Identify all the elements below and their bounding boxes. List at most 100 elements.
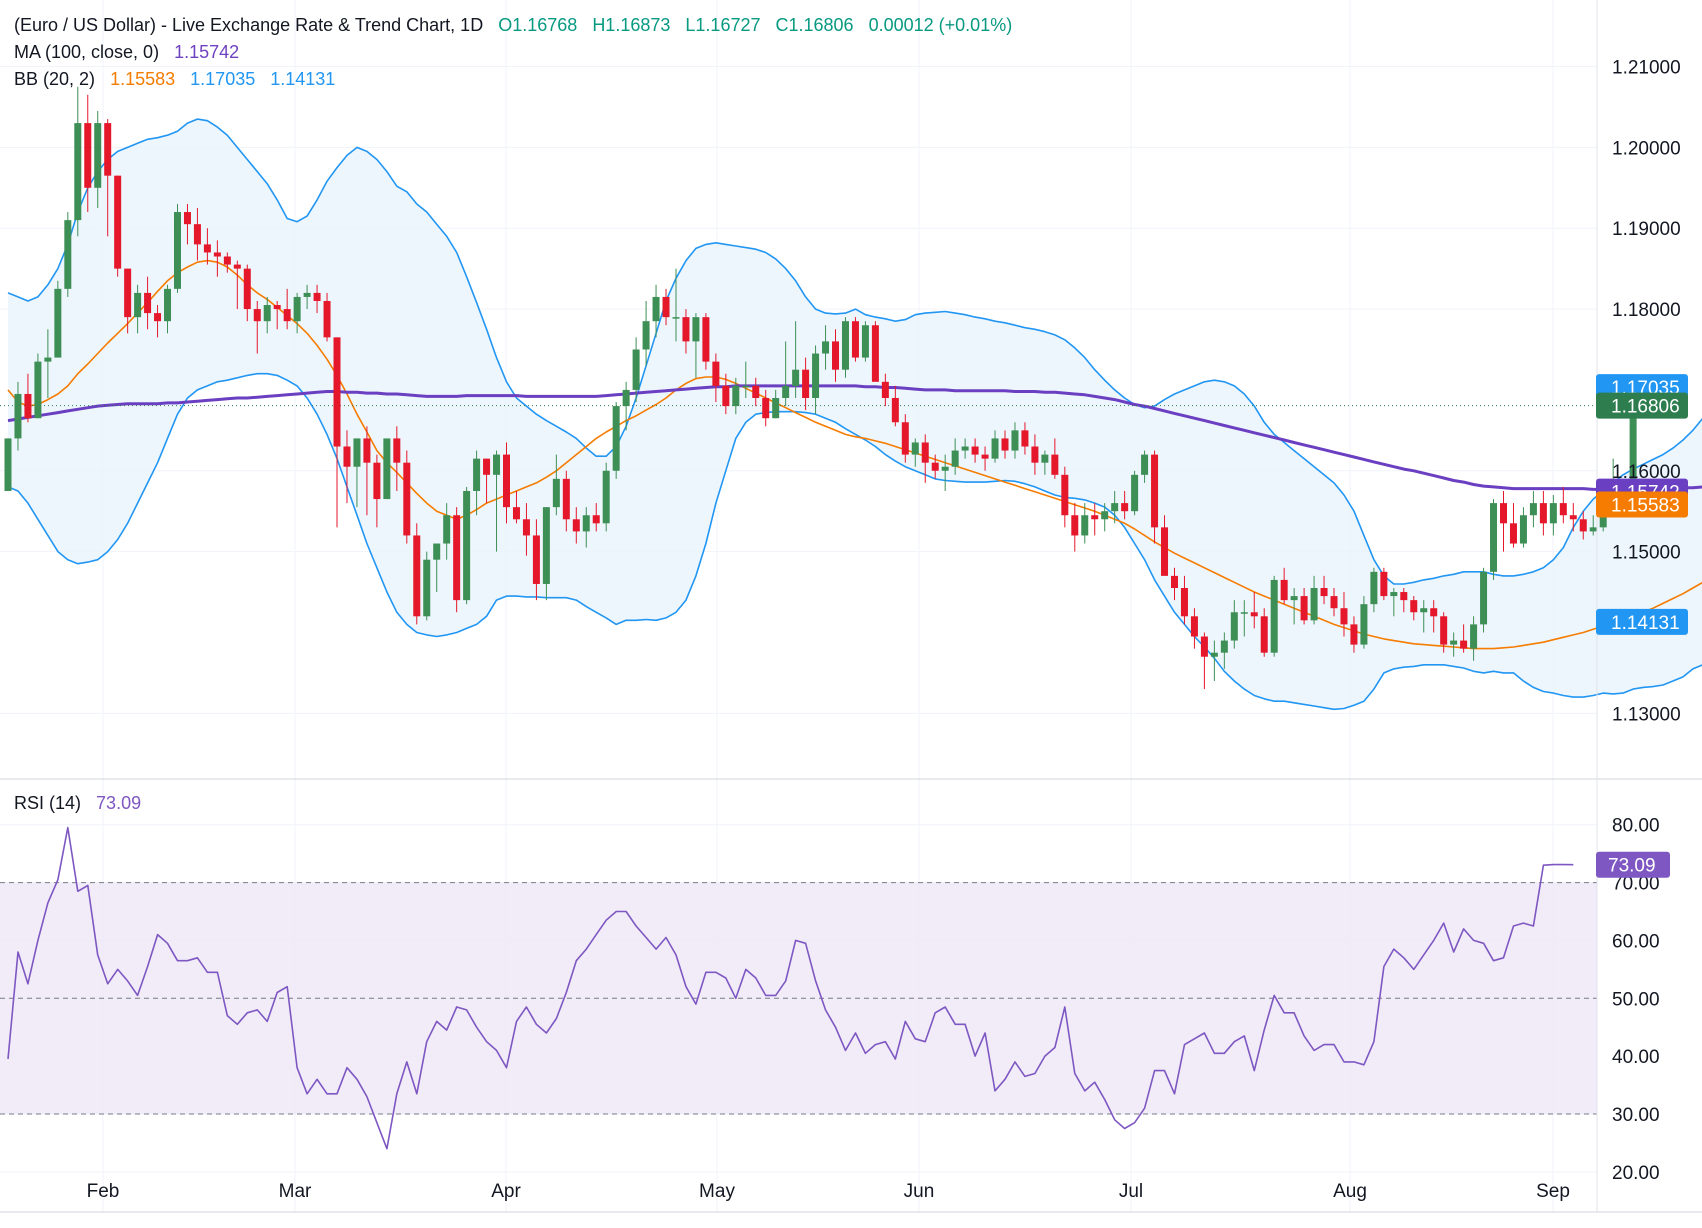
candle — [1021, 422, 1029, 455]
candle-body — [223, 256, 231, 265]
x-tick-label: Sep — [1536, 1181, 1570, 1202]
candle-body — [353, 438, 361, 467]
candle — [612, 402, 620, 479]
bb-legend[interactable]: BB (20, 2) 1.15583 1.17035 1.14131 — [14, 66, 345, 92]
candle — [622, 381, 630, 431]
candle-body — [1519, 515, 1527, 544]
candle — [1340, 592, 1348, 637]
candle — [1330, 588, 1338, 617]
candle-body — [1539, 503, 1547, 524]
y-tick-label: 1.21000 — [1612, 58, 1681, 79]
candle — [1121, 490, 1129, 520]
candle-body — [722, 385, 730, 407]
candle — [812, 345, 820, 415]
candle — [353, 438, 361, 508]
candle — [253, 300, 261, 354]
candle-body — [1230, 612, 1238, 641]
low-value: L1.16727 — [685, 15, 761, 35]
candle — [871, 321, 879, 382]
rsi-tag-label: 73.09 — [1608, 856, 1656, 877]
candle — [971, 438, 979, 463]
candle — [154, 305, 162, 338]
x-tick-label: May — [699, 1181, 735, 1202]
candle-body — [433, 543, 441, 560]
candle-body — [1290, 596, 1298, 601]
candle — [1400, 588, 1408, 613]
candle-body — [1360, 604, 1368, 645]
candle — [483, 458, 491, 504]
close-value: C1.16806 — [775, 15, 854, 35]
candle-body — [1579, 519, 1587, 532]
candle — [861, 321, 869, 362]
rsi-tick-label: 70.00 — [1612, 874, 1660, 895]
candle — [74, 86, 82, 237]
candle-body — [861, 325, 869, 358]
candle — [1270, 575, 1278, 657]
candle — [602, 462, 610, 532]
candle — [1161, 515, 1169, 576]
candle — [1519, 507, 1527, 548]
candle — [1180, 575, 1188, 625]
candle — [453, 507, 461, 613]
candle-body — [154, 313, 162, 322]
candle — [1031, 434, 1039, 475]
candle-body — [532, 535, 540, 584]
candle — [562, 470, 570, 532]
candle — [373, 454, 381, 528]
candle-body — [333, 337, 341, 447]
candle — [1380, 567, 1388, 601]
ma-legend[interactable]: MA (100, close, 0) 1.15742 — [14, 39, 249, 65]
candle-body — [522, 519, 530, 536]
candle — [263, 296, 271, 334]
candle-body — [802, 369, 810, 398]
candle — [592, 503, 600, 532]
candle-body — [183, 212, 191, 225]
candle-body — [1569, 515, 1577, 520]
candle-body — [1310, 588, 1318, 621]
candle — [1280, 567, 1288, 605]
candle — [393, 426, 401, 491]
candle — [682, 309, 690, 354]
candle-body — [1420, 608, 1428, 613]
x-tick-label: Jul — [1119, 1181, 1143, 1202]
candle-body — [213, 252, 221, 257]
rsi-legend[interactable]: RSI (14) 73.09 — [14, 790, 151, 816]
y-tick-label: 1.15000 — [1612, 543, 1681, 564]
candle — [1430, 600, 1438, 633]
candle-body — [812, 353, 820, 398]
candle — [1420, 600, 1428, 633]
candle-body — [602, 470, 610, 524]
rsi-value: 73.09 — [96, 793, 142, 813]
candle — [832, 329, 840, 382]
rsi-tick-label: 80.00 — [1612, 816, 1660, 837]
candle — [1470, 616, 1478, 661]
candle — [1569, 503, 1577, 532]
candle-body — [772, 398, 780, 419]
candle — [283, 288, 291, 330]
candle-body — [1370, 571, 1378, 605]
candle — [782, 341, 790, 407]
candle — [1111, 490, 1119, 524]
candle — [293, 292, 301, 334]
candle — [303, 284, 311, 310]
rsi-tick-label: 40.00 — [1612, 1047, 1660, 1068]
candle-body — [1071, 515, 1079, 536]
symbol-title[interactable]: (Euro / US Dollar) - Live Exchange Rate … — [14, 15, 484, 35]
candle — [1360, 596, 1368, 649]
candle — [114, 175, 122, 277]
candle — [642, 300, 650, 366]
rsi-label: RSI (14) — [14, 793, 82, 813]
candle-body — [901, 422, 909, 455]
candle-body — [1350, 624, 1358, 645]
candle — [1539, 490, 1547, 536]
candle — [1091, 503, 1099, 536]
candle-body — [612, 406, 620, 471]
candle-body — [323, 300, 331, 338]
candle — [1529, 490, 1537, 528]
candle-body — [1240, 612, 1248, 614]
candle-body — [493, 454, 501, 475]
candle — [1250, 592, 1258, 629]
